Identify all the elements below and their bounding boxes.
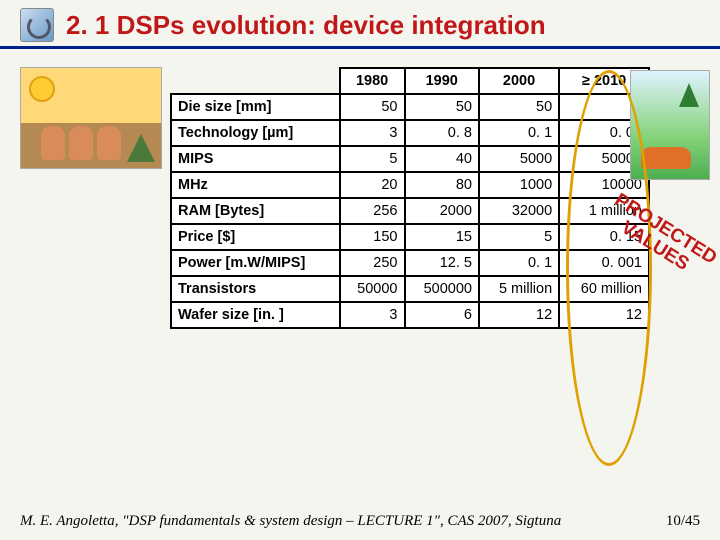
table-cell: 5000	[479, 146, 559, 172]
table-cell: 32000	[479, 198, 559, 224]
table-cell: 5 million	[479, 276, 559, 302]
row-label: Die size [mm]	[171, 94, 340, 120]
table-cell: 60 million	[559, 276, 649, 302]
table-cell: 50000	[340, 276, 405, 302]
table-cell: 50	[340, 94, 405, 120]
table-row: Die size [mm]5050505	[171, 94, 649, 120]
row-label: MHz	[171, 172, 340, 198]
table-cell: 20	[340, 172, 405, 198]
table-cell: 250	[340, 250, 405, 276]
footer-citation: M. E. Angoletta, "DSP fundamentals & sys…	[20, 513, 561, 529]
table-cell: 0. 15	[559, 224, 649, 250]
table-cell: 12	[479, 302, 559, 328]
decorative-right-image	[630, 70, 710, 180]
footer: M. E. Angoletta, "DSP fundamentals & sys…	[20, 513, 700, 530]
title-bar: 2. 1 DSPs evolution: device integration	[0, 0, 720, 49]
table-row: Power [m.W/MIPS]25012. 50. 10. 001	[171, 250, 649, 276]
table-cell: 3	[340, 120, 405, 146]
row-label: MIPS	[171, 146, 340, 172]
table-cell: 1000	[479, 172, 559, 198]
table-cell: 50	[479, 94, 559, 120]
table-cell: 12. 5	[405, 250, 479, 276]
col-header: 2000	[479, 68, 559, 94]
table-row: Wafer size [in. ]361212	[171, 302, 649, 328]
table-row: MIPS540500050000	[171, 146, 649, 172]
table-corner	[171, 68, 340, 94]
table-cell: 5	[340, 146, 405, 172]
table-cell: 0. 8	[405, 120, 479, 146]
table-cell: 1 million	[559, 198, 649, 224]
table-row: MHz2080100010000	[171, 172, 649, 198]
col-header: 1990	[405, 68, 479, 94]
table-cell: 5	[479, 224, 559, 250]
col-header: 1980	[340, 68, 405, 94]
row-label: Wafer size [in. ]	[171, 302, 340, 328]
logo-icon	[20, 8, 54, 42]
page-title: 2. 1 DSPs evolution: device integration	[66, 10, 546, 41]
row-label: Power [m.W/MIPS]	[171, 250, 340, 276]
content-area: 1980 1990 2000 ≥ 2010 Die size [mm]50505…	[0, 49, 720, 329]
table-row: RAM [Bytes]2562000320001 million	[171, 198, 649, 224]
table-row: Price [$]1501550. 15	[171, 224, 649, 250]
table-cell: 6	[405, 302, 479, 328]
table-cell: 150	[340, 224, 405, 250]
table-cell: 2000	[405, 198, 479, 224]
row-label: Price [$]	[171, 224, 340, 250]
table-row: Technology [µm]30. 80. 10. 02	[171, 120, 649, 146]
table-row: Transistors500005000005 million60 millio…	[171, 276, 649, 302]
table-cell: 12	[559, 302, 649, 328]
table-cell: 50	[405, 94, 479, 120]
page-number: 10/45	[666, 513, 700, 530]
decorative-left-image	[20, 67, 162, 169]
table-cell: 0. 1	[479, 250, 559, 276]
table-cell: 40	[405, 146, 479, 172]
table-cell: 3	[340, 302, 405, 328]
row-label: Technology [µm]	[171, 120, 340, 146]
table-cell: 256	[340, 198, 405, 224]
table-cell: 0. 1	[479, 120, 559, 146]
table-cell: 80	[405, 172, 479, 198]
row-label: Transistors	[171, 276, 340, 302]
table-cell: 15	[405, 224, 479, 250]
table-cell: 0. 001	[559, 250, 649, 276]
table-cell: 500000	[405, 276, 479, 302]
row-label: RAM [Bytes]	[171, 198, 340, 224]
dsp-evolution-table: 1980 1990 2000 ≥ 2010 Die size [mm]50505…	[170, 67, 650, 329]
